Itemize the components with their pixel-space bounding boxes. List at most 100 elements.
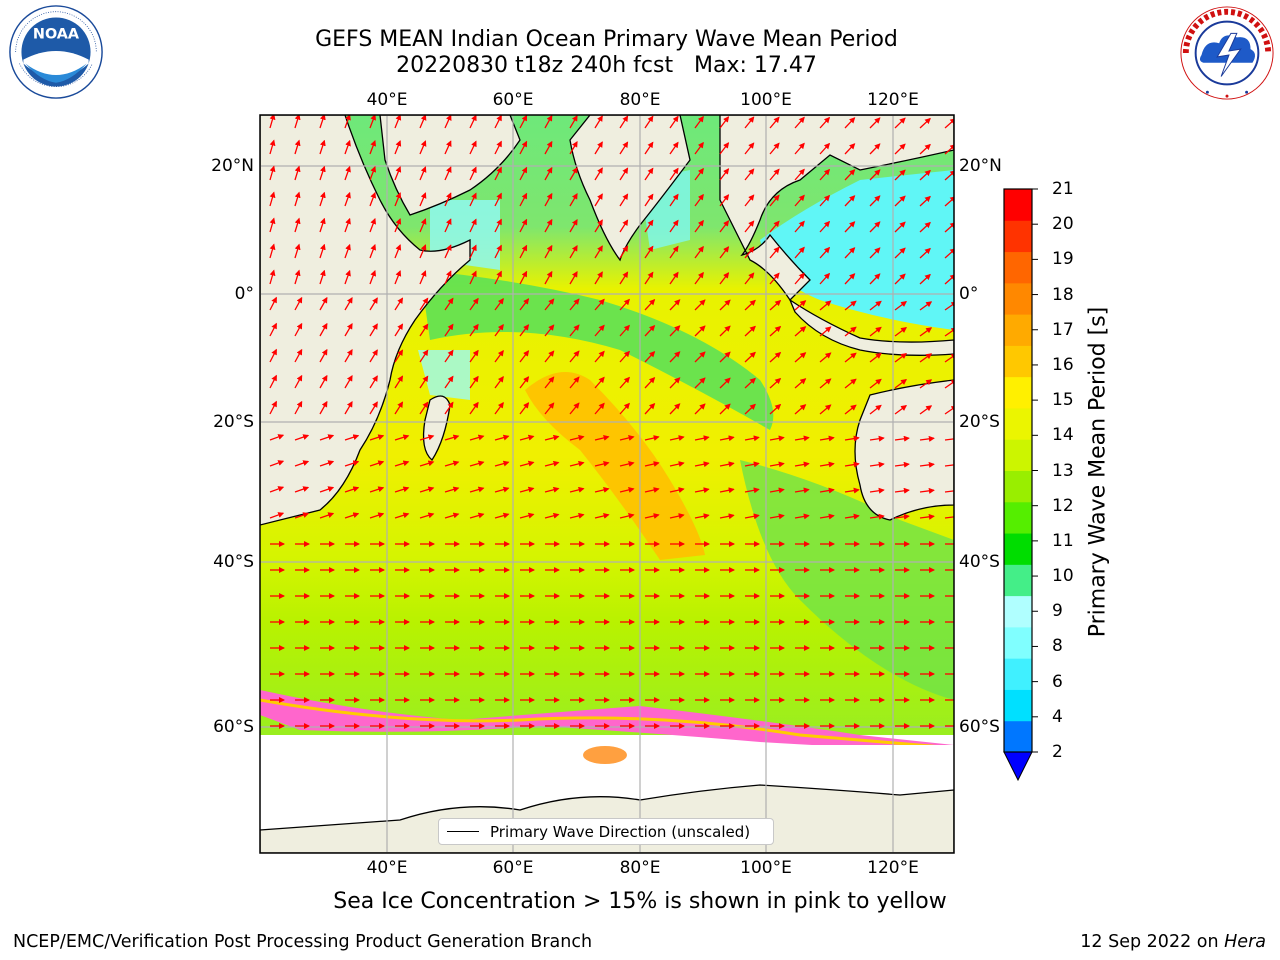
wave-direction-arrow (369, 191, 377, 207)
footer-date: 12 Sep 2022 on Hera (1080, 932, 1266, 952)
wave-direction-arrow (369, 375, 378, 389)
wave-direction-arrow (944, 379, 954, 389)
wave-direction-arrow (419, 486, 435, 493)
wave-direction-arrow (594, 460, 610, 467)
wave-direction-arrow (569, 460, 585, 467)
colorbar-tick-label: 4 (1052, 706, 1063, 727)
wave-direction-arrow (619, 115, 629, 129)
wave-direction-arrow (769, 194, 780, 207)
wave-direction-arrow (269, 115, 276, 129)
wave-direction-arrow (469, 460, 485, 467)
wave-direction-arrow (369, 512, 385, 519)
wave-direction-arrow (369, 165, 377, 181)
wave-direction-arrow (944, 353, 954, 363)
wave-direction-arrow (394, 166, 402, 181)
legend-line-swatch (447, 831, 479, 832)
wave-direction-arrow (519, 350, 530, 363)
wave-direction-arrow (919, 327, 933, 337)
wave-direction-arrow (544, 192, 553, 207)
wave-direction-arrow (294, 486, 310, 493)
wave-direction-arrow (694, 487, 710, 494)
wave-direction-arrow (294, 191, 301, 207)
wave-direction-arrow (869, 247, 881, 259)
svg-text:NOAA: NOAA (33, 27, 80, 43)
wave-direction-arrow (269, 191, 276, 207)
wave-direction-arrow (394, 512, 410, 519)
wave-direction-arrow (319, 243, 326, 259)
wave-direction-arrow (469, 349, 479, 363)
wave-direction-arrow (419, 460, 435, 467)
wave-direction-arrow (944, 327, 954, 337)
wave-direction-arrow (694, 219, 704, 233)
colorbar-block (1004, 470, 1032, 503)
wave-direction-arrow (719, 220, 730, 233)
wave-direction-arrow (919, 221, 931, 233)
wave-direction-arrow (669, 271, 679, 285)
wave-direction-arrow (469, 140, 477, 155)
wave-direction-arrow (569, 219, 578, 233)
wave-direction-arrow (519, 244, 528, 259)
wave-direction-arrow (569, 376, 580, 389)
wave-direction-arrow (419, 166, 427, 181)
wave-direction-arrow (894, 379, 908, 389)
wave-direction-arrow (869, 352, 882, 363)
wave-direction-arrow (344, 401, 353, 415)
wave-direction-arrow (569, 434, 585, 441)
colorbar-tick-label: 12 (1052, 495, 1074, 516)
wave-direction-arrow (594, 271, 603, 285)
wave-direction-arrow (444, 115, 452, 129)
wave-direction-arrow (519, 486, 535, 493)
wave-direction-arrow (594, 141, 603, 155)
wave-direction-arrow (344, 323, 353, 337)
wave-direction-arrow (394, 375, 404, 389)
wave-direction-arrow (719, 299, 731, 311)
sumatra-java (788, 298, 954, 356)
wave-direction-arrow (394, 460, 410, 467)
wave-direction-arrow (394, 486, 410, 493)
wave-direction-arrow (719, 272, 730, 285)
wave-direction-arrow (894, 435, 910, 442)
wave-direction-arrow (594, 376, 605, 389)
wave-direction-arrow (544, 244, 553, 259)
wave-direction-arrow (319, 165, 326, 181)
wave-direction-arrow (394, 244, 402, 259)
wave-direction-arrow (919, 247, 931, 259)
wave-direction-arrow (819, 194, 831, 207)
wave-direction-arrow (694, 461, 710, 468)
wave-direction-arrow (519, 298, 530, 311)
wave-direction-arrow (519, 324, 530, 337)
wave-direction-arrow (644, 141, 654, 155)
wave-direction-arrow (794, 246, 805, 259)
wave-direction-arrow (544, 324, 555, 337)
wave-direction-arrow (644, 324, 656, 337)
wave-direction-arrow (819, 352, 832, 363)
wave-direction-arrow (444, 434, 460, 441)
wave-direction-arrow (894, 273, 906, 285)
colorbar-tick-label: 16 (1052, 354, 1074, 375)
wave-direction-arrow (419, 323, 429, 337)
lat-label-right: 60°S (959, 717, 1000, 737)
wave-direction-arrow (819, 220, 831, 233)
wave-direction-arrow (819, 513, 835, 520)
colorbar-tick-label: 2 (1052, 742, 1063, 762)
colorbar-block (1004, 220, 1032, 253)
wave-direction-arrow (544, 402, 555, 415)
wave-direction-arrow (819, 142, 831, 155)
wave-direction-arrow (469, 297, 479, 311)
wave-direction-arrow (494, 297, 504, 311)
wave-direction-arrow (269, 243, 276, 259)
wave-direction-arrow (269, 322, 277, 337)
colorbar-tick-label: 17 (1052, 319, 1074, 340)
wave-direction-arrow (669, 513, 685, 520)
wave-direction-arrow (844, 326, 857, 337)
wave-direction-arrow (494, 218, 502, 233)
wave-direction-arrow (869, 326, 882, 337)
wave-direction-arrow (419, 270, 427, 285)
wave-direction-arrow (719, 116, 730, 129)
wave-direction-arrow (494, 486, 510, 493)
wave-direction-arrow (344, 165, 351, 181)
legend-label: Primary Wave Direction (unscaled) (490, 823, 751, 841)
wave-direction-arrow (669, 115, 679, 129)
